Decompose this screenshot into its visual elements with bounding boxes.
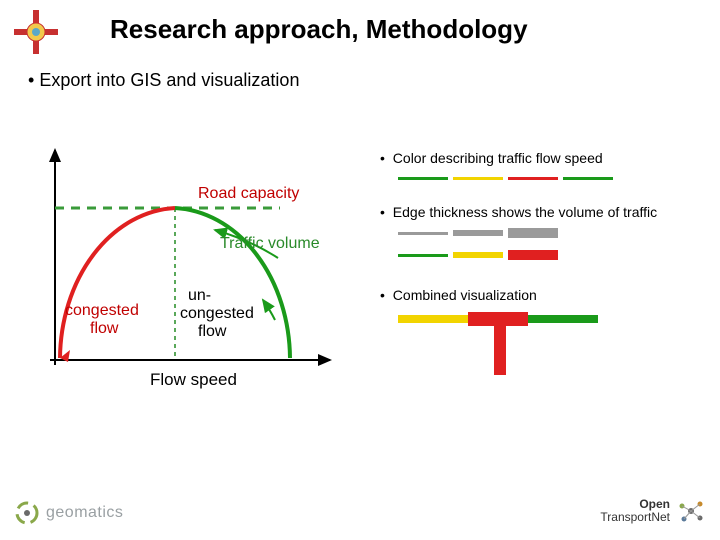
label-uncong-1: un- — [188, 287, 211, 304]
legend-color-row — [398, 172, 710, 190]
label-congested-2: flow — [90, 320, 119, 337]
x-axis-label: Flow speed — [150, 370, 237, 389]
label-road-capacity: Road capacity — [198, 185, 299, 202]
bullet-thickness-volume: Edge thickness shows the volume of traff… — [380, 204, 710, 220]
page-title: Research approach, Methodology — [110, 14, 528, 45]
traffic-arc-chart: Road capacity Traffic volume congested f… — [20, 140, 350, 400]
bullet-color-speed: Color describing traffic flow speed — [380, 150, 710, 166]
geomatics-icon — [14, 500, 40, 526]
opentn-icon — [676, 496, 706, 526]
legend-combined — [398, 309, 710, 384]
footer-left-text: geomatics — [46, 504, 123, 522]
label-congested-1: congested — [65, 302, 139, 319]
label-uncong-3: flow — [198, 323, 227, 340]
label-traffic-volume: Traffic volume — [220, 235, 320, 252]
legend-panel: Color describing traffic flow speed Edge… — [380, 150, 710, 398]
footer-geomatics: geomatics — [14, 500, 123, 526]
label-uncong-2: congested — [180, 305, 254, 322]
footer-right-line2: TransportNet — [600, 511, 670, 524]
footer-opentransportnet: Open TransportNet — [600, 496, 706, 526]
conference-logo — [12, 8, 60, 56]
legend-thickness-rows — [398, 226, 710, 273]
bullet-export-gis: Export into GIS and visualization — [28, 70, 299, 91]
bullet-combined-viz: Combined visualization — [380, 287, 710, 303]
